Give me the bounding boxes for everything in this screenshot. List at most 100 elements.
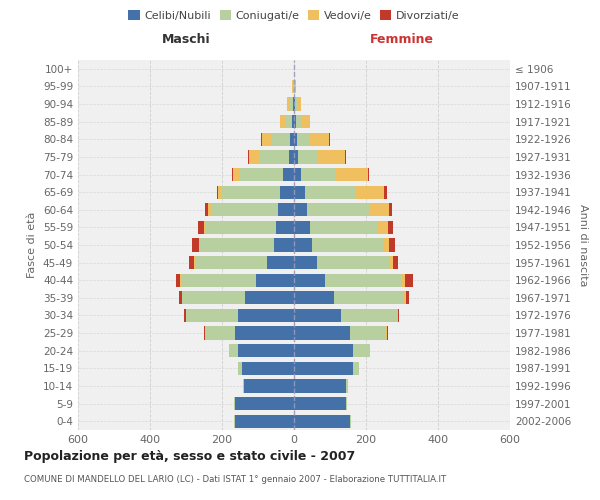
Bar xyxy=(267,256,294,269)
Bar xyxy=(287,98,290,110)
Text: Maschi: Maschi xyxy=(161,33,211,46)
Bar xyxy=(194,256,195,269)
Bar xyxy=(244,380,294,392)
Bar xyxy=(238,344,294,358)
Bar xyxy=(294,344,353,358)
Bar xyxy=(249,150,260,164)
Bar xyxy=(292,115,294,128)
Bar xyxy=(200,238,274,252)
Bar xyxy=(404,291,406,304)
Bar xyxy=(205,203,208,216)
Bar xyxy=(386,326,388,340)
Bar xyxy=(310,132,329,146)
Bar xyxy=(294,309,341,322)
Bar xyxy=(402,274,405,287)
Text: COMUNE DI MANDELLO DEL LARIO (LC) - Dati ISTAT 1° gennaio 2007 - Elaborazione TU: COMUNE DI MANDELLO DEL LARIO (LC) - Dati… xyxy=(24,475,446,484)
Bar xyxy=(307,203,370,216)
Bar xyxy=(345,150,346,164)
Bar xyxy=(271,132,290,146)
Bar xyxy=(297,98,301,110)
Bar xyxy=(235,414,294,428)
Bar xyxy=(389,238,395,252)
Bar xyxy=(294,115,296,128)
Bar xyxy=(262,132,271,146)
Bar xyxy=(294,414,350,428)
Bar xyxy=(301,115,310,128)
Bar xyxy=(305,186,355,198)
Bar xyxy=(260,150,289,164)
Bar xyxy=(289,150,294,164)
Bar xyxy=(318,150,345,164)
Bar xyxy=(283,168,294,181)
Bar xyxy=(346,380,348,392)
Bar xyxy=(235,326,294,340)
Bar xyxy=(294,238,312,252)
Bar xyxy=(240,168,283,181)
Bar xyxy=(370,203,389,216)
Bar xyxy=(294,221,310,234)
Bar xyxy=(206,326,235,340)
Bar xyxy=(197,221,204,234)
Bar xyxy=(176,274,179,287)
Bar xyxy=(294,150,298,164)
Bar xyxy=(355,186,384,198)
Bar xyxy=(290,132,294,146)
Bar xyxy=(294,98,295,110)
Text: Popolazione per età, sesso e stato civile - 2007: Popolazione per età, sesso e stato civil… xyxy=(24,450,355,463)
Bar xyxy=(294,397,346,410)
Bar xyxy=(242,362,294,375)
Legend: Celibi/Nubili, Coniugati/e, Vedovi/e, Divorziati/e: Celibi/Nubili, Coniugati/e, Vedovi/e, Di… xyxy=(126,8,462,23)
Bar xyxy=(179,274,181,287)
Bar xyxy=(325,274,402,287)
Bar xyxy=(233,414,235,428)
Bar xyxy=(234,397,235,410)
Bar xyxy=(235,397,294,410)
Bar xyxy=(280,186,294,198)
Bar xyxy=(184,309,185,322)
Bar xyxy=(211,203,278,216)
Bar xyxy=(294,362,353,375)
Bar xyxy=(186,309,238,322)
Bar xyxy=(292,80,293,93)
Bar xyxy=(192,238,199,252)
Bar xyxy=(206,221,276,234)
Bar xyxy=(405,274,413,287)
Bar xyxy=(294,256,317,269)
Bar xyxy=(353,362,359,375)
Bar xyxy=(388,221,393,234)
Bar xyxy=(179,291,182,304)
Bar xyxy=(301,168,335,181)
Bar xyxy=(384,186,387,198)
Bar xyxy=(195,256,267,269)
Bar xyxy=(389,203,392,216)
Text: Femmine: Femmine xyxy=(370,33,434,46)
Bar xyxy=(204,221,206,234)
Bar xyxy=(208,203,211,216)
Bar xyxy=(406,291,409,304)
Bar xyxy=(294,168,301,181)
Bar xyxy=(294,132,297,146)
Bar xyxy=(278,203,294,216)
Bar xyxy=(294,326,350,340)
Bar xyxy=(229,344,238,358)
Bar xyxy=(335,168,368,181)
Bar xyxy=(199,238,200,252)
Bar xyxy=(256,274,294,287)
Bar xyxy=(238,309,294,322)
Bar xyxy=(398,309,400,322)
Bar xyxy=(397,309,398,322)
Bar xyxy=(248,150,249,164)
Bar xyxy=(233,168,240,181)
Bar xyxy=(285,115,292,128)
Bar xyxy=(384,238,389,252)
Bar xyxy=(280,115,285,128)
Bar xyxy=(181,274,256,287)
Bar xyxy=(294,203,307,216)
Bar xyxy=(350,414,351,428)
Bar xyxy=(341,309,397,322)
Bar xyxy=(353,344,370,358)
Bar xyxy=(295,80,296,93)
Y-axis label: Anni di nascita: Anni di nascita xyxy=(578,204,588,286)
Bar xyxy=(310,221,377,234)
Bar xyxy=(294,186,305,198)
